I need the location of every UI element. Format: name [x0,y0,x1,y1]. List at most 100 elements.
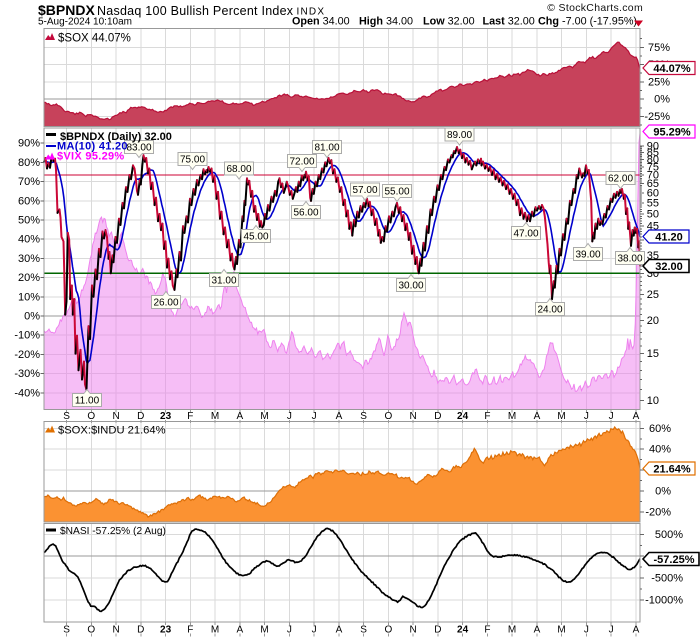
svg-text:S: S [63,411,70,422]
svg-text:$SOX:$INDU 21.64%: $SOX:$INDU 21.64% [58,425,166,437]
svg-text:44.07%: 44.07% [653,63,691,75]
svg-text:90%: 90% [18,138,40,150]
svg-text:10%: 10% [18,291,40,303]
svg-text:50%: 50% [18,215,40,227]
svg-text:-30%: -30% [14,368,40,380]
svg-text:75: 75 [647,162,659,174]
svg-text:68.00: 68.00 [226,164,251,175]
svg-text:D: D [434,411,441,422]
svg-text:0%: 0% [655,486,671,498]
svg-text:47.00: 47.00 [513,229,538,240]
svg-text:© StockCharts.com: © StockCharts.com [547,2,643,14]
svg-text:39.00: 39.00 [575,250,600,261]
svg-text:Open 34.00: Open 34.00 [292,16,350,28]
svg-text:41.20: 41.20 [655,231,683,243]
svg-text:83.00: 83.00 [126,143,151,154]
svg-text:55: 55 [647,197,659,209]
svg-text:M: M [260,411,268,422]
svg-text:23: 23 [160,625,172,636]
svg-text:80: 80 [647,154,659,166]
svg-text:30.00: 30.00 [398,281,423,292]
svg-text:$BPNDX (Daily) 32.00: $BPNDX (Daily) 32.00 [60,131,172,143]
svg-text:INDX: INDX [297,7,326,18]
svg-text:62.00: 62.00 [608,174,633,185]
svg-text:65: 65 [647,178,659,190]
svg-text:90: 90 [647,140,659,152]
svg-text:$NASI -57.25% (2 Aug): $NASI -57.25% (2 Aug) [60,526,166,537]
svg-text:40%: 40% [649,444,671,456]
svg-text:55.00: 55.00 [384,187,409,198]
svg-text:57.00: 57.00 [352,185,377,196]
svg-text:O: O [87,411,95,422]
svg-text:M: M [557,625,565,636]
svg-text:A: A [633,625,640,636]
svg-text:0%: 0% [24,311,40,323]
svg-text:MA(10) 41.20: MA(10) 41.20 [57,141,128,153]
svg-text:High 34.00: High 34.00 [359,16,413,28]
svg-text:24: 24 [457,411,469,422]
svg-text:45.00: 45.00 [243,232,268,243]
svg-text:80%: 80% [18,157,40,169]
svg-text:Nasdaq 100 Bullish Percent Ind: Nasdaq 100 Bullish Percent Index [97,4,294,18]
svg-text:-20%: -20% [645,506,671,518]
svg-text:A: A [633,411,640,422]
svg-text:N: N [409,411,416,422]
svg-text:J: J [312,625,317,636]
svg-text:M: M [211,625,219,636]
svg-text:J: J [287,625,292,636]
svg-text:Chg -7.00 (-17.95%): Chg -7.00 (-17.95%) [538,16,637,28]
svg-text:23: 23 [160,411,172,422]
svg-text:D: D [137,625,144,636]
svg-text:-10%: -10% [14,330,40,342]
svg-text:72.00: 72.00 [289,157,314,168]
svg-text:$VIX 95.29%: $VIX 95.29% [57,151,125,163]
svg-text:A: A [236,625,243,636]
svg-text:J: J [609,411,614,422]
svg-text:500%: 500% [655,529,683,541]
svg-text:A: A [236,411,243,422]
svg-text:F: F [187,411,193,422]
svg-text:O: O [385,625,393,636]
svg-text:O: O [87,625,95,636]
svg-text:N: N [409,625,416,636]
svg-text:-25%: -25% [644,111,670,123]
svg-text:J: J [287,411,292,422]
svg-text:15: 15 [647,348,659,360]
svg-text:A: A [534,625,541,636]
svg-text:60: 60 [647,187,659,199]
svg-text:24: 24 [457,625,469,636]
svg-text:D: D [137,411,144,422]
svg-text:95.29%: 95.29% [653,126,691,138]
svg-text:D: D [434,625,441,636]
svg-text:S: S [360,625,367,636]
svg-text:Last 32.00: Last 32.00 [483,16,535,28]
svg-text:O: O [385,411,393,422]
svg-text:F: F [187,625,193,636]
svg-text:$BPNDX: $BPNDX [38,2,95,18]
svg-text:M: M [508,625,516,636]
svg-text:F: F [484,411,490,422]
svg-text:A: A [336,411,343,422]
svg-text:38.00: 38.00 [617,254,642,265]
svg-text:20: 20 [647,315,659,327]
svg-text:40%: 40% [18,234,40,246]
svg-text:S: S [360,411,367,422]
svg-text:56.00: 56.00 [293,208,318,219]
svg-text:5-Aug-2024 10:10am: 5-Aug-2024 10:10am [38,17,132,28]
svg-text:75.00: 75.00 [180,155,205,166]
svg-text:N: N [112,625,119,636]
svg-text:F: F [484,625,490,636]
svg-text:32.00: 32.00 [655,261,683,273]
svg-text:$SOX 44.07%: $SOX 44.07% [58,33,131,45]
svg-text:10: 10 [647,395,659,407]
svg-text:-20%: -20% [14,349,40,361]
svg-text:60%: 60% [18,195,40,207]
svg-text:S: S [63,625,70,636]
svg-text:J: J [584,411,589,422]
svg-text:30%: 30% [18,253,40,265]
svg-text:31.00: 31.00 [211,276,236,287]
svg-text:-57.25%: -57.25% [654,554,695,566]
svg-text:0%: 0% [654,94,670,106]
svg-text:-500%: -500% [651,573,683,585]
svg-text:A: A [534,411,541,422]
